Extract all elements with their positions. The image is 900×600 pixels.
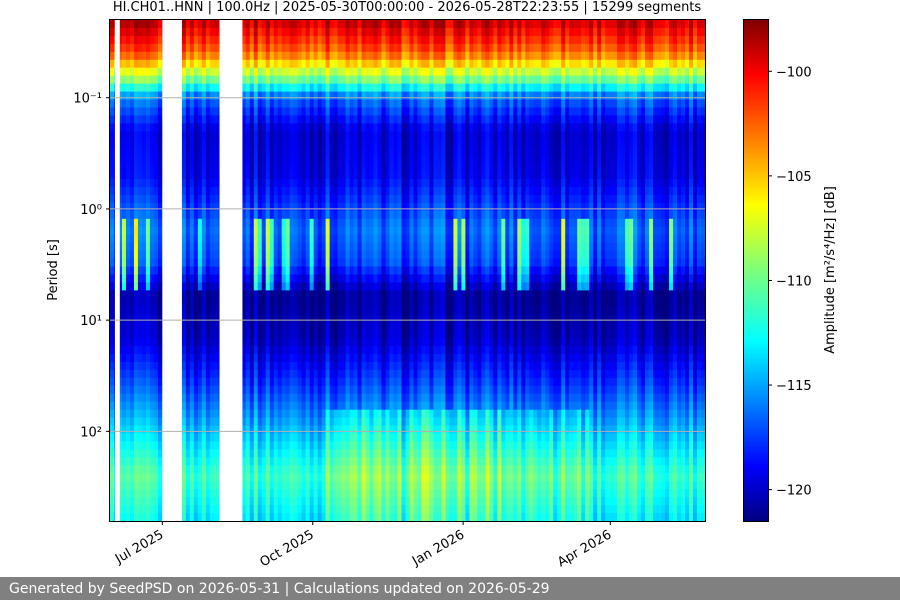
y-axis: 10⁻¹ 10⁰ 10¹ 10² (73, 92, 110, 440)
colorbar: −100 −105 −110 −115 −120 (743, 19, 812, 522)
x-axis: Jul 2025 Oct 2025 Jan 2026 Apr 2026 (112, 521, 614, 570)
spectrogram-heatmap (110, 20, 706, 522)
colorbar-label: Amplitude [m²/s⁴/Hz] [dB] (823, 186, 838, 354)
gridlines (110, 97, 705, 432)
x-tick-label: Oct 2025 (258, 527, 317, 570)
y-tick-label: 10¹ (80, 314, 102, 329)
y-axis-label: Period [s] (46, 239, 61, 301)
data-gap (114, 20, 120, 521)
colorbar-tick-label: −100 (776, 65, 812, 80)
footer-text: Generated by SeedPSD on 2026-05-31 | Cal… (9, 581, 550, 597)
x-tick-label: Apr 2026 (555, 527, 614, 570)
colorbar-tick-label: −120 (776, 484, 812, 499)
data-gaps (114, 20, 243, 521)
psd-spectrogram-chart: HI.CH01..HNN | 100.0Hz | 2025-05-30T00:0… (46, 0, 838, 570)
colorbar-tick-label: −105 (776, 170, 812, 185)
x-tick-label: Jul 2025 (112, 527, 166, 567)
x-tick-label: Jan 2026 (409, 527, 467, 569)
colorbar-tick-label: −115 (776, 379, 812, 394)
colorbar-ticks: −100 −105 −110 −115 −120 (768, 65, 812, 499)
y-tick-label: 10⁰ (80, 203, 102, 218)
footer-bar: Generated by SeedPSD on 2026-05-31 | Cal… (0, 577, 900, 600)
data-gap (219, 20, 243, 521)
plot-area (109, 19, 706, 522)
y-tick-label: 10⁻¹ (73, 92, 102, 107)
plot-frame (109, 19, 706, 522)
y-tick-label: 10² (80, 425, 102, 440)
chart-title: HI.CH01..HNN | 100.0Hz | 2025-05-30T00:0… (113, 0, 702, 15)
colorbar-tick-label: −110 (776, 274, 812, 289)
colorbar-gradient (743, 19, 769, 522)
data-gap (162, 20, 182, 521)
